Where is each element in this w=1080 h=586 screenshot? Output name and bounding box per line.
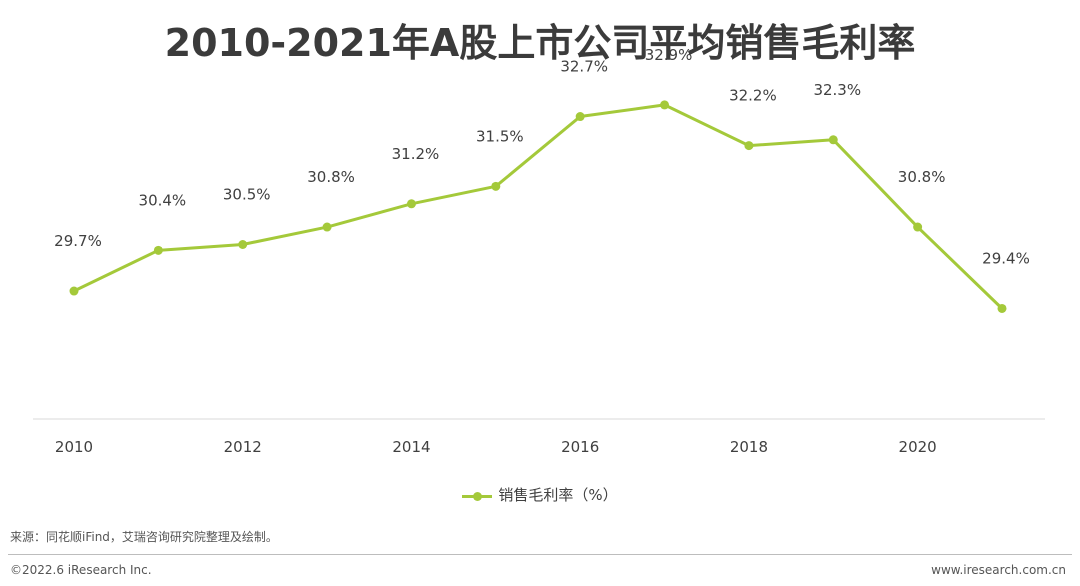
data-point [153,245,163,255]
line-chart: 2010 2012 2014 2016 2018 2020 29.7% 30.4% 30.5% 3… [33,46,1045,456]
series-line [72,103,1004,310]
data-point [997,303,1007,313]
data-point [491,181,501,191]
x-tick-label: 2012 [224,438,262,456]
data-label: 32.2% [729,87,777,105]
data-label: 30.5% [223,186,271,204]
legend-line-marker-icon [462,489,493,503]
x-tick-label: 2010 [55,438,93,456]
data-label: 30.4% [139,191,187,209]
data-label: 30.8% [898,168,946,186]
legend-label: 销售毛利率（%） [498,486,618,504]
website-url: www.iresearch.com.cn [931,563,1066,577]
data-label: 31.5% [476,127,524,145]
x-tick-label: 2014 [392,438,430,456]
data-label: 32.3% [813,81,861,99]
data-point [575,112,585,122]
legend: 销售毛利率（%） [0,484,1080,505]
chart-title: 2010-2021年A股上市公司平均销售毛利率 [164,21,916,65]
data-label: 30.8% [307,168,355,186]
data-point [828,135,838,145]
footer-divider [8,554,1072,555]
data-point [69,286,79,296]
data-point [238,240,248,249]
data-point [406,199,416,209]
data-label: 32.7% [560,58,608,76]
data-point [913,222,923,232]
copyright-text: ©2022.6 iResearch Inc. [10,563,152,577]
data-point [322,222,332,232]
data-label: 32.9% [645,46,693,64]
x-tick-label: 2020 [899,438,937,456]
x-tick-label: 2018 [730,438,768,456]
source-note: 来源：同花顺iFind，艾瑞咨询研究院整理及绘制。 [10,530,278,544]
x-tick-label: 2016 [561,438,599,456]
data-label: 29.7% [54,232,102,250]
data-label: 31.2% [392,145,440,163]
data-label: 29.4% [982,249,1030,267]
data-point [660,100,670,110]
data-point [744,141,754,151]
